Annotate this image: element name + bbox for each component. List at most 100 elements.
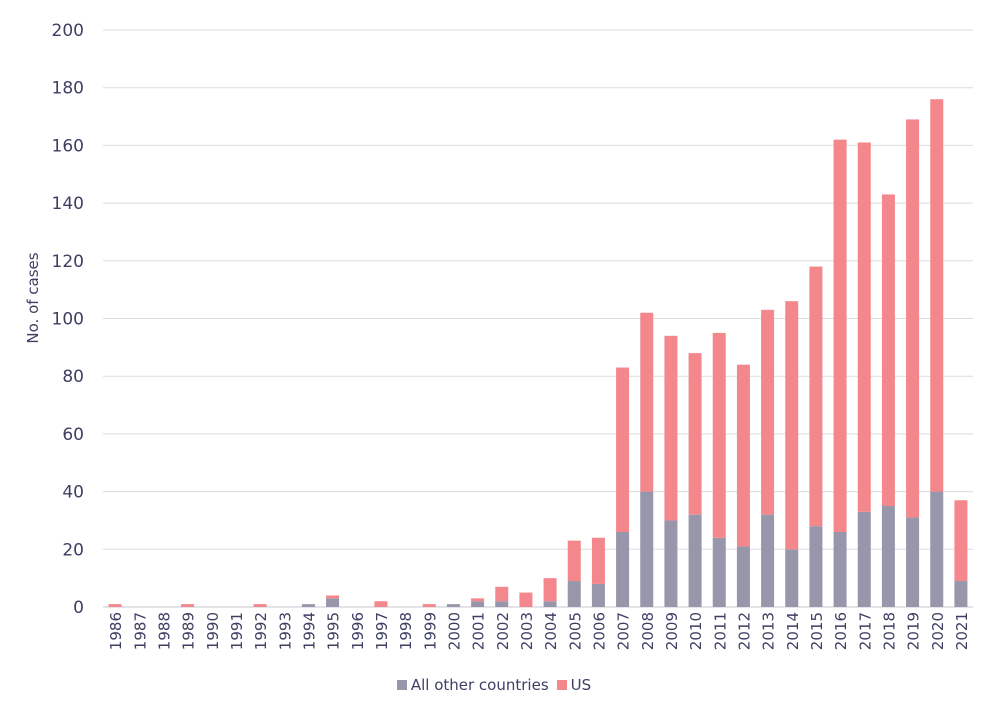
bar-other-2018 (881, 506, 895, 607)
x-tick-label: 2015 (808, 612, 826, 650)
x-tick-label: 1995 (325, 612, 343, 650)
bar-other-2006 (591, 583, 605, 607)
y-tick-label: 100 (52, 310, 84, 330)
bar-other-2014 (785, 549, 799, 607)
x-tick-label: 1991 (228, 612, 246, 650)
y-tick-label: 180 (52, 79, 84, 99)
y-tick-label: 60 (62, 425, 84, 445)
x-tick-label: 1999 (421, 612, 439, 650)
x-tick-label: 2011 (711, 612, 729, 650)
y-tick-label: 140 (52, 194, 84, 214)
bar-us-2003 (519, 592, 533, 607)
legend-label-other: All other countries (410, 676, 549, 694)
bar-us-2002 (495, 586, 509, 602)
bar-other-2000 (446, 604, 460, 607)
x-tick-label: 2009 (663, 612, 681, 650)
bar-other-1995 (326, 598, 340, 607)
bar-other-2017 (857, 511, 871, 607)
x-tick-label: 2001 (470, 612, 488, 650)
bar-us-2015 (809, 266, 823, 527)
bar-other-2013 (761, 514, 775, 607)
bar-other-2009 (664, 520, 678, 607)
bar-other-2010 (688, 514, 702, 607)
bar-us-2014 (785, 301, 799, 550)
x-tick-label: 2007 (615, 612, 633, 650)
bar-us-1997 (374, 601, 388, 607)
x-tick-label: 2013 (760, 612, 778, 650)
bar-us-2009 (664, 335, 678, 521)
legend-swatch-other (396, 680, 407, 690)
x-tick-label: 1990 (204, 612, 222, 650)
x-tick-label: 2021 (953, 612, 971, 650)
legend-swatch-us (556, 680, 567, 690)
bar-other-2008 (640, 491, 654, 607)
x-tick-label: 2002 (494, 612, 512, 650)
bar-us-1992 (253, 604, 267, 607)
bar-us-1986 (108, 604, 122, 607)
bar-us-2013 (761, 309, 775, 515)
x-tick-label: 2010 (687, 612, 705, 650)
x-tick-label: 2019 (905, 612, 923, 650)
x-tick-label: 2020 (929, 612, 947, 650)
x-tick-label: 2003 (518, 612, 536, 650)
x-tick-label: 2012 (735, 612, 753, 650)
y-tick-label: 160 (52, 136, 84, 156)
bar-other-2004 (543, 601, 557, 607)
bar-us-2018 (881, 194, 895, 507)
bar-other-1994 (301, 604, 315, 607)
bar-us-2004 (543, 578, 557, 602)
bar-other-2007 (616, 531, 630, 607)
x-tick-label: 1989 (180, 612, 198, 650)
bar-us-2005 (567, 540, 581, 582)
y-tick-label: 40 (62, 483, 84, 503)
bar-other-2002 (495, 601, 509, 607)
bar-us-2020 (930, 99, 944, 492)
y-tick-label: 200 (52, 21, 84, 41)
x-tick-label: 2016 (832, 612, 850, 650)
bar-us-2007 (616, 367, 630, 532)
x-tick-label: 2017 (856, 612, 874, 650)
bar-other-2019 (906, 517, 920, 607)
bar-us-1989 (181, 604, 195, 607)
x-tick-label: 1992 (252, 612, 270, 650)
bar-us-2016 (833, 139, 847, 532)
bar-us-2019 (906, 119, 920, 518)
x-tick-label: 2014 (784, 612, 802, 650)
bar-other-2015 (809, 526, 823, 607)
x-tick-label: 1988 (155, 612, 173, 650)
bar-us-1995 (326, 595, 340, 599)
x-tick-label: 1996 (349, 612, 367, 650)
x-tick-label: 1993 (276, 612, 294, 650)
x-tick-label: 2000 (445, 612, 463, 650)
x-tick-label: 2008 (639, 612, 657, 650)
bar-other-2005 (567, 581, 581, 607)
y-tick-label: 120 (52, 252, 84, 272)
bar-us-2012 (736, 364, 750, 547)
x-tick-label: 2005 (566, 612, 584, 650)
bar-us-2017 (857, 142, 871, 512)
legend-item-other: All other countries (396, 676, 549, 694)
bar-us-2008 (640, 312, 654, 492)
bar-us-2021 (954, 500, 968, 582)
bar-other-2016 (833, 531, 847, 607)
x-tick-label: 2004 (542, 612, 560, 650)
bar-us-1999 (422, 604, 436, 607)
y-tick-label: 0 (73, 598, 84, 618)
legend-item-us: US (556, 676, 591, 694)
bar-us-2011 (712, 332, 726, 538)
x-tick-label: 2018 (880, 612, 898, 650)
legend: All other countries US (0, 676, 988, 694)
y-axis-label: No. of cases (24, 252, 42, 343)
bar-other-2020 (930, 491, 944, 607)
bar-us-2001 (471, 598, 485, 602)
bar-us-2010 (688, 353, 702, 515)
x-tick-label: 1998 (397, 612, 415, 650)
bar-other-2012 (736, 546, 750, 607)
x-tick-label: 1994 (300, 612, 318, 650)
y-tick-label: 80 (62, 367, 84, 387)
x-tick-label: 1986 (107, 612, 125, 650)
x-tick-label: 1997 (373, 612, 391, 650)
bar-other-2001 (471, 601, 485, 607)
x-tick-label: 1987 (131, 612, 149, 650)
